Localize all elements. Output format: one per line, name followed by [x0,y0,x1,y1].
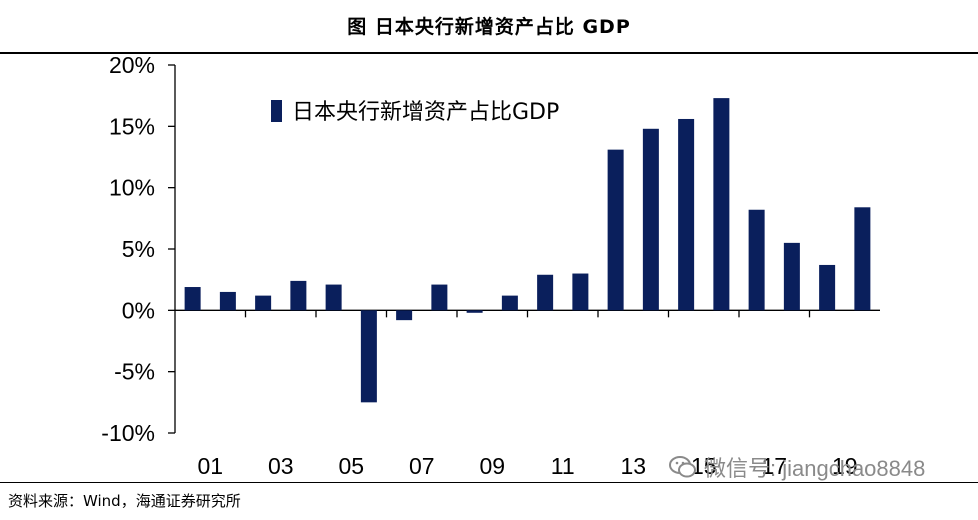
x-tick-label: 11 [551,453,575,479]
bar [501,295,518,311]
bar [360,310,377,403]
watermark-text: 微信号: jiangchao8848 [704,456,926,481]
figure-title: 图 日本央行新增资产占比 GDP [347,16,631,38]
source-note: 资料来源：Wind，海通证券研究所 [8,492,241,510]
bar [783,242,800,311]
y-tick-label: 0% [122,297,155,323]
bar [325,284,342,311]
y-tick-label: 5% [122,236,155,262]
x-tick-label: 05 [338,453,364,479]
legend-label: 日本央行新增资产占比GDP [292,100,559,125]
bar [713,98,730,311]
x-tick-label: 15 [691,453,717,479]
bar [642,128,659,311]
x-tick-label: 09 [479,453,505,479]
bar [572,273,589,311]
bar [290,280,307,311]
bar [854,207,871,311]
y-tick-label: 10% [109,175,155,201]
bar [748,209,765,311]
wechat-icon [669,456,696,478]
watermark: 微信号: jiangchao8848 [668,452,925,482]
footer-divider [0,482,978,483]
legend-swatch [271,100,282,122]
y-tick-label: 15% [109,113,155,139]
x-tick-label: 17 [761,453,787,479]
y-tick-label: -5% [114,359,155,385]
x-tick-label: 03 [268,453,294,479]
bar [537,274,554,311]
bar [184,287,201,311]
bar [678,118,695,311]
x-tick-label: 07 [409,453,435,479]
y-tick-label: -10% [101,420,155,446]
bar [607,149,624,311]
bar [466,310,483,313]
x-tick-label: 13 [620,453,646,479]
bar-chart: -10% -5% 0% 5% 10% 15% 20% 01 03 05 07 09 11 13 15 17 19… [101,54,880,479]
chart-header: 图 日本央行新增资产占比 GDP [0,0,978,54]
bar [431,284,448,311]
bar [396,310,413,321]
bar [819,264,836,311]
x-tick-label: 01 [197,453,223,479]
x-tick-label: 19 [832,453,858,479]
y-tick-label: 20% [109,54,155,78]
bar [255,295,272,311]
bar [219,291,236,311]
